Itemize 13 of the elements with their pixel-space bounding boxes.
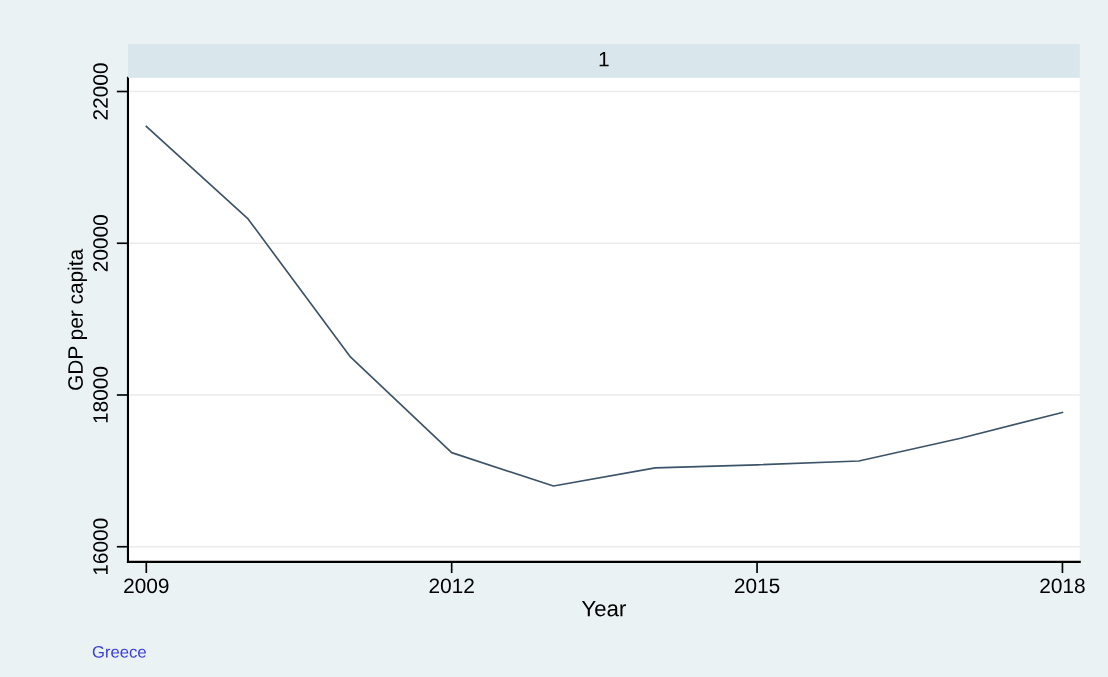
x-tick-label: 2015 [734,578,780,594]
x-axis-title: Year [581,600,626,617]
text: Greece [92,645,146,658]
y-axis-title: GDP per capita [67,248,88,390]
x-tick-label: 2012 [429,578,474,594]
line-series [145,125,1064,487]
chart-title: 1 [599,51,609,67]
y-tick-label: 16000 [93,518,108,575]
y-tick-label: 22000 [93,63,108,120]
x-tick-label: 2009 [124,578,169,594]
x-tick-label: 2018 [1040,578,1085,594]
y-tick-label: 20000 [93,215,108,272]
y-tick-label: 18000 [93,366,108,423]
